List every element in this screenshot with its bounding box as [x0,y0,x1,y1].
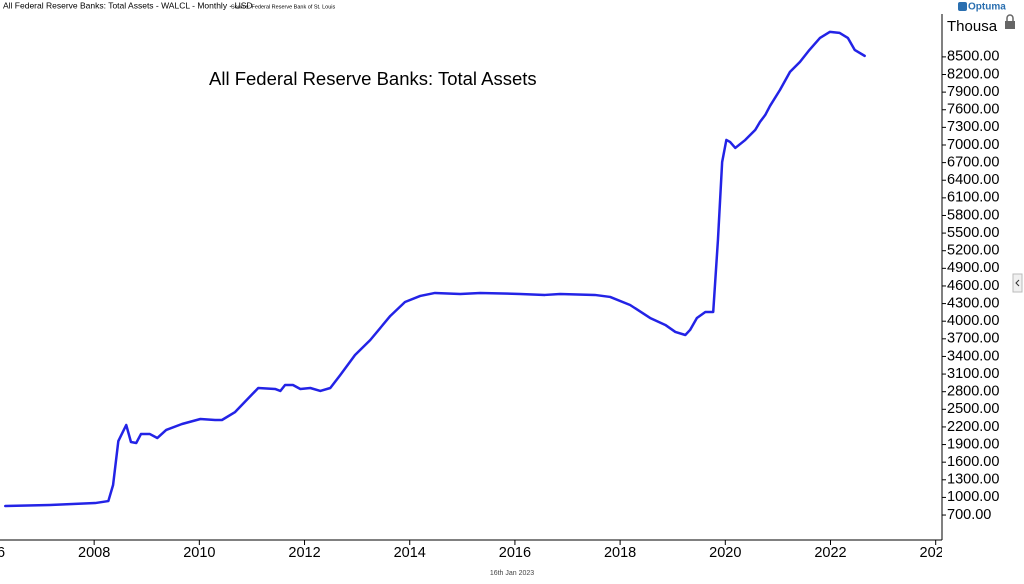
x-ticks: 2006 2008 2010 2012 2014 2016 2018 2020 2022 2024 [0,540,952,561]
y-tick-label: 1600.00 [947,454,999,470]
y-tick-label: 2800.00 [947,384,999,400]
y-tick-label: 700.00 [947,507,991,523]
y-tick-label: 6700.00 [947,154,999,170]
y-tick-label: 5800.00 [947,207,999,223]
x-tick-label: 2008 [78,545,110,561]
footer-date: 16th Jan 2023 [490,570,534,577]
y-tick-label: 6100.00 [947,190,999,206]
x-tick-label: 2018 [604,545,636,561]
x-tick-label: 2024 [920,545,952,561]
y-tick-label: 3400.00 [947,348,999,364]
data-line [4,30,866,508]
brand-logo: Optuma [958,2,1006,13]
y-tick-label: 3100.00 [947,366,999,382]
logo-icon [958,2,967,11]
y-tick-label: 6400.00 [947,172,999,188]
y-tick-label: 7900.00 [947,84,999,100]
y-tick-label: 1300.00 [947,472,999,488]
y-axis-label: Thousa [947,18,998,35]
x-tick-label: 2022 [814,545,846,561]
y-tick-label: 5200.00 [947,243,999,259]
y-tick-label: 7000.00 [947,137,999,153]
chart-title: All Federal Reserve Banks: Total Assets … [3,0,253,10]
y-tick-label: 4600.00 [947,278,999,294]
y-tick-label: 8500.00 [947,49,999,65]
collapse-button-box [1012,273,1023,293]
collapse-arrow [1015,279,1020,287]
annotation: All Federal Reserve Banks: Total Assets [209,68,537,89]
y-tick-label: 2500.00 [947,401,999,417]
y-tick-label: 4300.00 [947,295,999,311]
y-tick-label: 5500.00 [947,225,999,241]
lock-shackle [1006,14,1014,21]
y-tick-label: 1900.00 [947,436,999,452]
plot-area [4,30,866,508]
y-tick-label: 2200.00 [947,419,999,435]
y-tick-label: 1000.00 [947,489,999,505]
y-tick-label: 4900.00 [947,260,999,276]
x-tick-label: 2012 [288,545,320,561]
chart-subtitle: Source: Federal Reserve Bank of St. Loui… [231,4,335,10]
x-tick-label: 2014 [394,545,426,561]
lock-icon[interactable] [1005,14,1015,29]
collapse-button[interactable] [1012,273,1023,293]
lock-body [1005,21,1015,29]
y-tick-label: 7600.00 [947,102,999,118]
y-tick-label: 4000.00 [947,313,999,329]
x-tick-label: 2016 [499,545,531,561]
x-tick-label: 2020 [709,545,741,561]
x-tick-label: 2006 [0,545,5,561]
y-tick-label: 3700.00 [947,331,999,347]
brand-name: Optuma [968,2,1006,13]
y-tick-label: 7300.00 [947,119,999,135]
y-tick-label: 8200.00 [947,66,999,82]
ticks: 2006 2008 2010 2012 2014 2016 2018 2020 2022 2024… [0,49,999,561]
x-tick-label: 2010 [183,545,215,561]
